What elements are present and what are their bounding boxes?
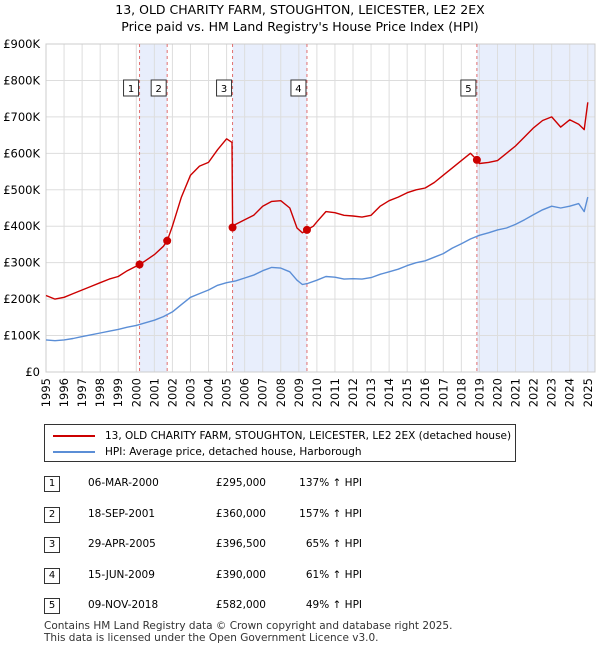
x-tick-label: 1999: [111, 378, 125, 407]
y-tick-label: £300K: [3, 256, 40, 270]
x-tick-label: 2008: [274, 378, 288, 407]
x-tick-label: 2021: [509, 378, 523, 407]
sale-label-box-5: [460, 79, 477, 97]
price-chart: £0 £100K £200K £300K £400K £500K £600K £700K £80…: [3, 37, 596, 407]
x-tick-label: 2023: [545, 378, 559, 407]
sale-label-1: 1: [128, 84, 134, 95]
chart-subtitle: Price paid vs. HM Land Registry's House …: [121, 19, 479, 34]
footer: Contains HM Land Registry data © Crown c…: [44, 620, 453, 644]
chart-title: 13, OLD CHARITY FARM, STOUGHTON, LEICEST…: [115, 2, 485, 17]
y-tick-label: £900K: [3, 37, 40, 51]
x-tick-label: 1997: [75, 378, 89, 407]
sale-number: 5: [44, 598, 60, 614]
y-tick-label: £700K: [3, 110, 40, 124]
sale-point-5: [472, 155, 481, 164]
x-tick-label: 2016: [418, 378, 432, 407]
y-tick-label: £800K: [3, 73, 40, 87]
sale-row-3: 3 29-APR-2005 £396,500 65% ↑ HPI: [44, 535, 544, 566]
sale-price: £396,500: [215, 538, 266, 550]
sale-number: 2: [44, 506, 60, 523]
legend-label-hpi: HPI: Average price, detached house, Harb…: [105, 446, 362, 458]
sale-date: 06-MAR-2000: [88, 477, 159, 489]
legend-swatch-property: [53, 435, 95, 437]
y-tick-label: £600K: [3, 146, 40, 160]
x-tick-label: 2011: [328, 378, 342, 407]
x-tick-label: 2000: [129, 378, 143, 407]
x-tick-label: 2020: [490, 378, 504, 407]
x-tick-label: 2024: [563, 378, 577, 407]
footer-licence: This data is licensed under the Open Gov…: [44, 631, 379, 644]
sale-date: 09-NOV-2018: [88, 599, 159, 611]
x-tick-label: 2022: [527, 378, 541, 407]
x-tick-label: 2002: [165, 378, 179, 407]
sale-price: £295,000: [215, 477, 266, 489]
sale-label-box-1: [123, 79, 140, 97]
sale-point-4: [302, 225, 311, 234]
x-tick-label: 2019: [472, 378, 486, 407]
sale-label-box-3: [216, 79, 233, 97]
sale-label-3: 3: [221, 84, 227, 95]
sale-row-2: 2 18-SEP-2001 £360,000 157% ↑ HPI: [44, 505, 544, 536]
x-tick-label: 1995: [39, 378, 53, 407]
x-tick-label: 2005: [220, 378, 234, 407]
sale-label-4: 4: [295, 84, 301, 95]
sale-row-1: 1 06-MAR-2000 £295,000 137% ↑ HPI: [44, 474, 544, 505]
sale-price: £582,000: [215, 599, 266, 611]
sale-hpi-change: 49% ↑ HPI: [305, 599, 362, 611]
sales-table: 1 06-MAR-2000 £295,000 137% ↑ HPI 2 18-S…: [44, 474, 544, 627]
x-tick-label: 2004: [202, 378, 216, 407]
sale-point-2: [163, 236, 172, 245]
y-tick-label: £500K: [3, 183, 40, 197]
sale-price: £390,000: [215, 568, 266, 581]
x-tick-label: 2001: [147, 378, 161, 407]
x-tick-label: 2013: [364, 378, 378, 407]
series-line-hpi: [45, 196, 589, 342]
x-tick-label: 2025: [581, 378, 595, 407]
y-tick-label: £200K: [3, 292, 40, 306]
x-tick-label: 2010: [310, 378, 324, 407]
x-tick-label: 2012: [346, 378, 360, 407]
x-tick-label: 2006: [238, 378, 252, 407]
sale-point-3: [228, 223, 237, 232]
legend: 13, OLD CHARITY FARM, STOUGHTON, LEICEST…: [44, 424, 516, 462]
y-tick-label: £100K: [3, 329, 40, 343]
x-tick-label: 1996: [57, 378, 71, 407]
sale-hpi-change: 61% ↑ HPI: [305, 568, 362, 581]
sale-hpi-change: 65% ↑ HPI: [305, 538, 362, 550]
sale-label-box-2: [150, 79, 167, 97]
x-tick-label: 1998: [93, 378, 107, 407]
x-tick-label: 2018: [454, 378, 468, 407]
sale-hpi-change: 157% ↑ HPI: [299, 507, 362, 520]
sale-date: 15-JUN-2009: [88, 568, 155, 581]
x-tick-label: 2015: [400, 378, 414, 407]
sale-number: 3: [44, 537, 60, 553]
sale-number: 1: [44, 476, 60, 492]
sale-label-box-4: [290, 79, 307, 97]
x-tick-label: 2014: [382, 378, 396, 407]
legend-swatch-hpi: [53, 451, 95, 453]
sale-date: 29-APR-2005: [88, 538, 156, 550]
sale-label-2: 2: [155, 84, 161, 95]
legend-label-property: 13, OLD CHARITY FARM, STOUGHTON, LEICEST…: [105, 430, 512, 442]
plot-frame: [45, 43, 596, 373]
sale-price: £360,000: [215, 507, 266, 520]
footer-copyright: Contains HM Land Registry data © Crown c…: [44, 620, 453, 632]
sale-number: 4: [44, 567, 60, 584]
y-tick-label: £0: [25, 365, 40, 379]
x-tick-label: 2003: [183, 378, 197, 407]
x-tick-label: 2017: [436, 378, 450, 407]
sale-label-5: 5: [465, 84, 471, 95]
sale-date: 18-SEP-2001: [88, 507, 156, 520]
legend-item-property: 13, OLD CHARITY FARM, STOUGHTON, LEICEST…: [53, 428, 511, 444]
x-tick-label: 2007: [256, 378, 270, 407]
sale-point-1: [135, 260, 144, 269]
sale-row-4: 4 15-JUN-2009 £390,000 61% ↑ HPI: [44, 566, 544, 597]
sale-row-5: 5 09-NOV-2018 £582,000 49% ↑ HPI: [44, 596, 544, 627]
y-tick-label: £400K: [3, 219, 40, 233]
shaded-range-3: [476, 44, 595, 372]
legend-item-hpi: HPI: Average price, detached house, Harb…: [53, 444, 362, 460]
x-tick-label: 2009: [292, 378, 306, 407]
sale-hpi-change: 137% ↑ HPI: [299, 477, 362, 489]
